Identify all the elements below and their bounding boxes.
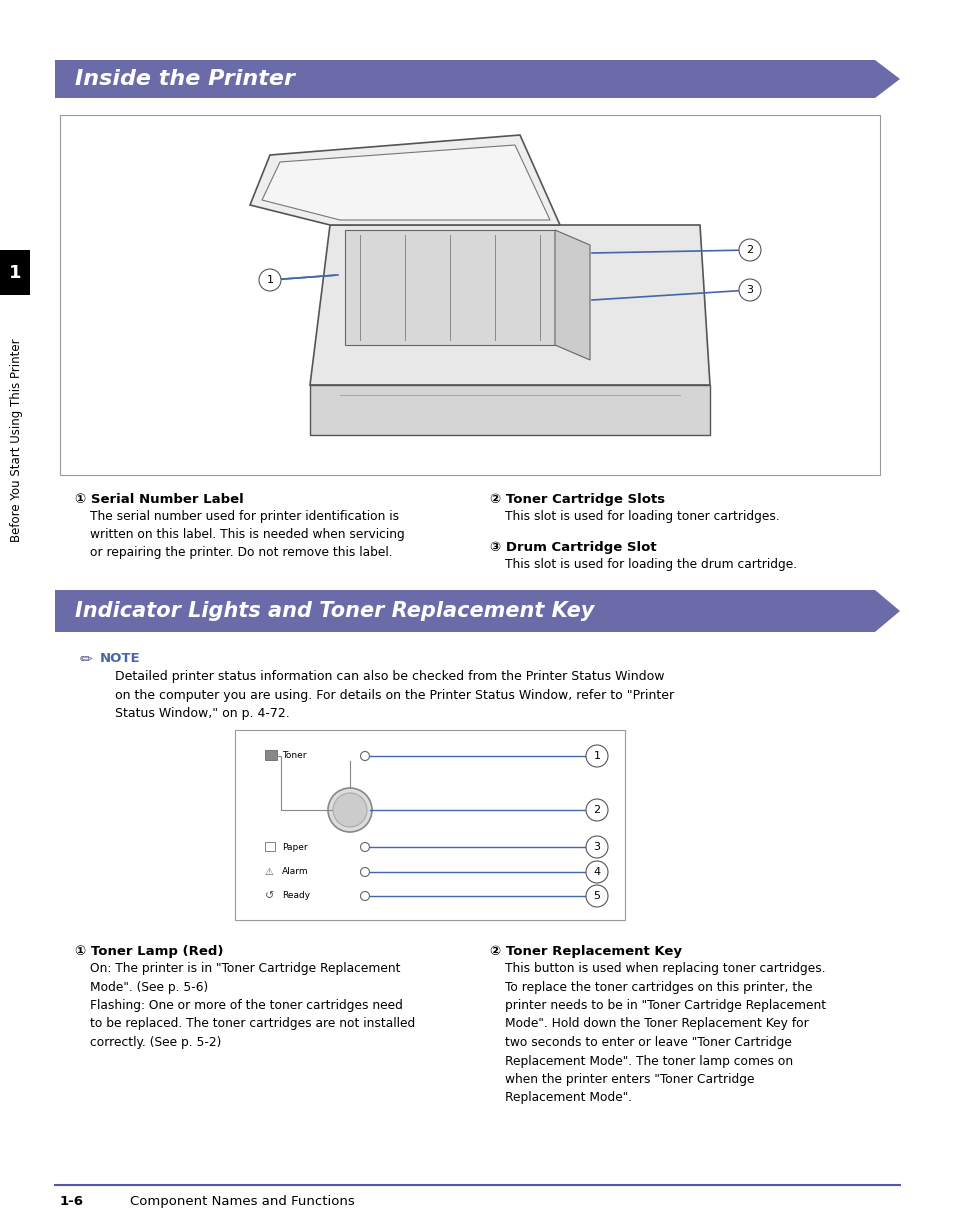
Bar: [234, 730, 624, 920]
Text: 4: 4: [593, 867, 600, 877]
Bar: [55, 60, 874, 98]
Circle shape: [328, 788, 372, 832]
Text: 1: 1: [266, 275, 274, 285]
Text: ① Toner Lamp (Red): ① Toner Lamp (Red): [75, 945, 223, 958]
Text: Before You Start Using This Printer: Before You Start Using This Printer: [10, 339, 24, 542]
Text: 3: 3: [745, 285, 753, 294]
Text: This slot is used for loading toner cartridges.: This slot is used for loading toner cart…: [504, 510, 779, 523]
Text: ② Toner Replacement Key: ② Toner Replacement Key: [490, 945, 681, 958]
Text: Indicator Lights and Toner Replacement Key: Indicator Lights and Toner Replacement K…: [75, 601, 594, 621]
Bar: [60, 115, 879, 475]
Text: NOTE: NOTE: [100, 652, 140, 665]
Bar: [265, 842, 274, 852]
Text: ↺: ↺: [265, 891, 274, 901]
Polygon shape: [555, 229, 589, 360]
Text: Detailed printer status information can also be checked from the Printer Status : Detailed printer status information can …: [115, 670, 674, 720]
Text: ① Serial Number Label: ① Serial Number Label: [75, 493, 244, 506]
Polygon shape: [310, 225, 709, 385]
Text: 2: 2: [593, 805, 600, 815]
Circle shape: [360, 843, 369, 852]
Bar: [0, 250, 30, 294]
Circle shape: [585, 799, 607, 821]
Text: The serial number used for printer identification is
written on this label. This: The serial number used for printer ident…: [90, 510, 404, 560]
Circle shape: [585, 745, 607, 767]
Circle shape: [739, 239, 760, 261]
Circle shape: [360, 892, 369, 901]
Circle shape: [585, 836, 607, 858]
Text: 2: 2: [745, 245, 753, 255]
Circle shape: [739, 279, 760, 301]
Circle shape: [360, 867, 369, 876]
Text: ⚠: ⚠: [265, 867, 274, 877]
Polygon shape: [820, 590, 899, 632]
Polygon shape: [262, 145, 550, 220]
Text: 1-6: 1-6: [60, 1195, 84, 1209]
Bar: [265, 750, 276, 760]
Circle shape: [585, 885, 607, 907]
Polygon shape: [345, 229, 555, 345]
Text: Component Names and Functions: Component Names and Functions: [130, 1195, 355, 1209]
Text: Alarm: Alarm: [282, 867, 309, 876]
Polygon shape: [310, 385, 709, 436]
Text: Ready: Ready: [282, 892, 310, 901]
Text: This slot is used for loading the drum cartridge.: This slot is used for loading the drum c…: [504, 558, 797, 571]
Text: Inside the Printer: Inside the Printer: [75, 69, 294, 90]
Text: Paper: Paper: [282, 843, 307, 852]
Circle shape: [360, 751, 369, 761]
Text: On: The printer is in "Toner Cartridge Replacement
Mode". (See p. 5-6)
Flashing:: On: The printer is in "Toner Cartridge R…: [90, 962, 415, 1049]
Text: ③ Drum Cartridge Slot: ③ Drum Cartridge Slot: [490, 541, 656, 555]
Circle shape: [585, 861, 607, 883]
Text: ✏: ✏: [80, 652, 92, 667]
Text: This button is used when replacing toner cartridges.
To replace the toner cartri: This button is used when replacing toner…: [504, 962, 825, 1104]
Text: 3: 3: [593, 842, 599, 852]
Text: Toner: Toner: [282, 751, 306, 761]
Polygon shape: [820, 60, 899, 98]
Circle shape: [258, 269, 281, 291]
Polygon shape: [250, 135, 559, 225]
Bar: [55, 590, 874, 632]
Text: 5: 5: [593, 891, 599, 901]
Circle shape: [333, 793, 367, 827]
Text: 1: 1: [593, 751, 599, 761]
Text: 1: 1: [9, 264, 21, 281]
Text: ② Toner Cartridge Slots: ② Toner Cartridge Slots: [490, 493, 664, 506]
